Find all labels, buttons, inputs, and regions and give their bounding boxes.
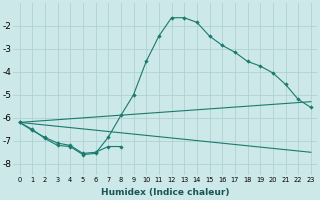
X-axis label: Humidex (Indice chaleur): Humidex (Indice chaleur) xyxy=(101,188,229,197)
